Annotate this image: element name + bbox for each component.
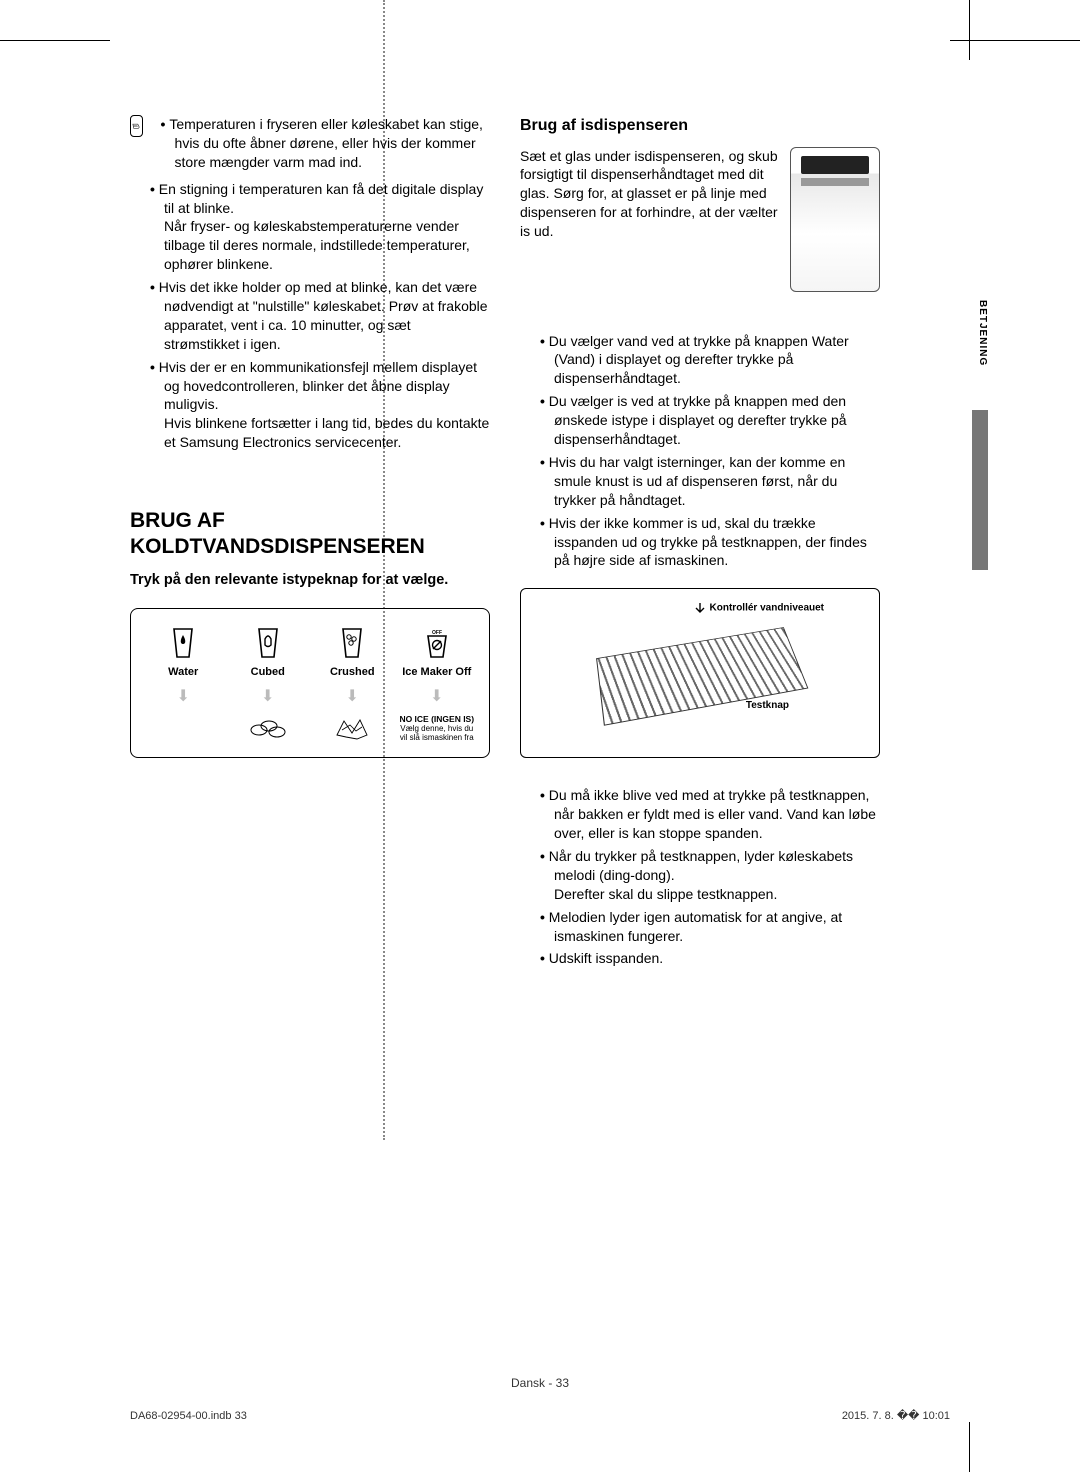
water-icon: [144, 625, 222, 661]
cubed-icon: [229, 625, 307, 661]
down-arrow-icon: ⬇: [177, 688, 190, 705]
section-subheading: Tryk på den relevante istypeknap for at …: [130, 571, 490, 591]
side-tab-label: BETJENING: [977, 300, 988, 366]
svg-text:OFF: OFF: [432, 630, 442, 636]
right-bullet: Du vælger vand ved at trykke på knappen …: [540, 332, 880, 389]
right-bullets-a: Du vælger vand ved at trykke på knappen …: [520, 332, 880, 571]
dispenser-selector-diagram: Water Cubed Crushed: [130, 608, 490, 758]
fridge-illustration: [790, 147, 880, 292]
diagram-label-testbutton: Testknap: [746, 699, 789, 713]
footer: DA68-02954-00.indb 33 2015. 7. 8. �� 10:…: [130, 1409, 950, 1422]
ice-dispenser-heading: Brug af isdispenseren: [520, 115, 880, 137]
right-column: Brug af isdispenseren Sæt et glas under …: [520, 115, 880, 972]
left-bullet: En stigning i temperaturen kan få det di…: [150, 180, 490, 274]
note-with-icon: Temperaturen i fryseren eller køleskabet…: [130, 115, 490, 176]
left-bullet: Hvis det ikke holder op med at blinke, k…: [150, 278, 490, 354]
manual-page: BETJENING Temperaturen i fryseren eller …: [0, 0, 1080, 1472]
right-bullet: Du må ikke blive ved med at trykke på te…: [540, 786, 880, 843]
diagram-label-water-level: Kontrollér vandniveauet: [693, 601, 824, 615]
footer-right: 2015. 7. 8. �� 10:01: [842, 1409, 950, 1422]
note-bullet-1: Temperaturen i fryseren eller køleskabet…: [161, 115, 490, 172]
ice-maker-diagram: Kontrollér vandniveauet Testknap: [520, 588, 880, 758]
side-tab-block: [972, 410, 988, 570]
crushed-label: Crushed: [313, 665, 391, 680]
right-bullet: Hvis der ikke kommer is ud, skal du træk…: [540, 514, 880, 571]
right-bullet: Melodien lyder igen automatisk for at an…: [540, 908, 880, 946]
no-ice-sub: Vælg denne, hvis du vil slå ismaskinen f…: [398, 724, 476, 743]
cubed-label: Cubed: [229, 665, 307, 680]
right-bullet: Udskift isspanden.: [540, 949, 880, 968]
water-label: Water: [144, 665, 222, 680]
down-arrow-icon: ⬇: [261, 688, 274, 705]
content-columns: Temperaturen i fryseren eller køleskabet…: [130, 115, 950, 972]
left-bullet-list: En stigning i temperaturen kan få det di…: [130, 180, 490, 452]
left-bullet: Hvis der er en kommunikationsfejl mellem…: [150, 358, 490, 452]
left-column: Temperaturen i fryseren eller køleskabet…: [130, 115, 490, 972]
crushed-icon: [313, 625, 391, 661]
right-bullet: Når du trykker på testknappen, lyder køl…: [540, 847, 880, 904]
crushed-result-icon: [313, 714, 391, 742]
footer-left: DA68-02954-00.indb 33: [130, 1410, 247, 1422]
page-number: Dansk - 33: [0, 1376, 1080, 1390]
ice-off-icon: OFF: [398, 625, 476, 661]
ice-off-label: Ice Maker Off: [398, 665, 476, 680]
right-bullet: Du vælger is ved at trykke på knappen me…: [540, 392, 880, 449]
right-bullet: Hvis du har valgt isterninger, kan der k…: [540, 453, 880, 510]
no-ice-title: NO ICE (INGEN IS): [398, 714, 476, 724]
cubed-result-icon: [229, 714, 307, 742]
section-heading-dispenser: BRUG AF KOLDTVANDSDISPENSEREN: [130, 508, 490, 561]
down-arrow-icon: ⬇: [346, 688, 359, 705]
down-arrow-icon: ⬇: [430, 688, 443, 705]
right-bullets-b: Du må ikke blive ved med at trykke på te…: [520, 786, 880, 968]
note-icon: [130, 115, 143, 137]
